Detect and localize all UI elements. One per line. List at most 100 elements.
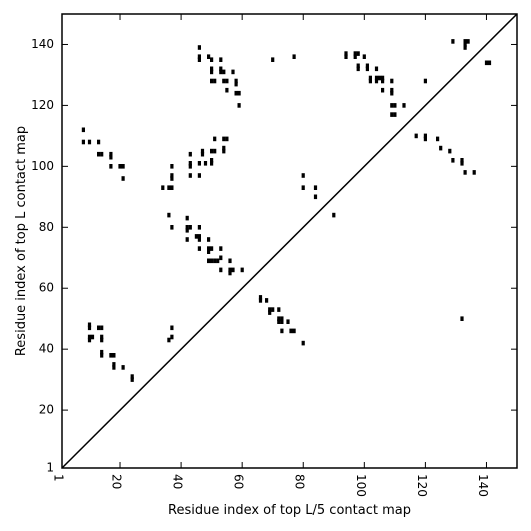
- contact-point: [222, 78, 226, 84]
- contact-point: [87, 337, 92, 343]
- contact-point: [414, 133, 418, 139]
- contact-point: [207, 246, 211, 251]
- contact-point: [81, 127, 85, 133]
- contact-point: [203, 161, 208, 166]
- contact-point: [100, 151, 104, 157]
- contact-point: [280, 328, 284, 334]
- contact-point: [237, 90, 241, 96]
- contact-point: [210, 69, 214, 75]
- contact-point: [121, 164, 125, 169]
- contact-point: [292, 328, 296, 334]
- contact-point: [216, 258, 220, 264]
- contact-point: [231, 267, 235, 273]
- contact-point: [100, 325, 104, 331]
- contact-point: [423, 133, 427, 139]
- x-tick-label: 80: [293, 474, 307, 489]
- contact-point: [170, 225, 174, 230]
- contact-point: [240, 267, 244, 273]
- contact-point: [197, 173, 201, 178]
- contact-point: [188, 173, 192, 178]
- contact-point: [439, 145, 443, 151]
- contact-point: [268, 307, 272, 312]
- y-tick-label: 80: [39, 220, 54, 234]
- contact-point: [100, 353, 104, 358]
- contact-point: [197, 161, 201, 166]
- contact-point: [222, 145, 226, 151]
- contact-point: [286, 319, 290, 324]
- contact-point: [161, 185, 165, 190]
- contact-point: [353, 54, 357, 59]
- contact-point: [197, 225, 201, 230]
- y-axis-label: Residue index of top L contact map: [14, 126, 29, 356]
- contact-point: [109, 154, 113, 160]
- contact-point: [210, 158, 214, 163]
- contact-point: [258, 295, 263, 300]
- contact-point: [90, 334, 95, 340]
- contact-point: [356, 66, 360, 72]
- contact-point: [378, 75, 382, 81]
- contact-point: [234, 78, 238, 84]
- contact-point: [292, 54, 296, 59]
- contact-point: [225, 87, 229, 93]
- contact-point: [87, 322, 92, 328]
- contact-point: [222, 69, 226, 75]
- contact-point: [280, 316, 284, 321]
- contact-point: [280, 319, 284, 324]
- contact-point: [207, 54, 211, 59]
- contact-point: [390, 90, 394, 96]
- diagonal-line: [61, 13, 518, 469]
- contact-point: [225, 78, 229, 84]
- contact-point: [381, 87, 385, 93]
- contact-point: [167, 185, 171, 190]
- contact-point: [112, 365, 116, 370]
- contact-point: [356, 51, 360, 56]
- contact-point: [97, 139, 101, 145]
- contact-point: [487, 60, 492, 66]
- plot-frame: [61, 13, 518, 469]
- contact-point: [87, 334, 92, 340]
- contact-point: [87, 325, 92, 331]
- contact-point: [210, 57, 214, 62]
- contact-point: [188, 161, 192, 166]
- contact-point: [393, 112, 397, 117]
- contact-point: [460, 158, 464, 163]
- contact-point: [100, 349, 104, 355]
- contact-point: [390, 103, 394, 108]
- contact-point: [463, 170, 467, 175]
- contact-point: [423, 136, 427, 142]
- contact-point: [222, 136, 226, 142]
- contact-point: [200, 151, 205, 157]
- contact-point: [197, 54, 201, 59]
- plot-area: [61, 13, 518, 469]
- contact-point: [390, 78, 394, 84]
- contact-point: [390, 87, 394, 93]
- y-tick-label: 60: [39, 281, 54, 295]
- contact-point: [277, 307, 281, 312]
- contact-point: [219, 255, 223, 261]
- contact-point: [368, 75, 372, 81]
- contact-point: [402, 103, 406, 108]
- contact-point: [170, 173, 174, 178]
- contact-point: [207, 249, 211, 254]
- contact-point: [118, 164, 122, 169]
- contact-point: [194, 234, 198, 239]
- contact-point: [463, 45, 467, 50]
- x-tick-label: 120: [415, 474, 429, 497]
- contact-point: [374, 66, 379, 72]
- contact-point: [448, 148, 452, 154]
- contact-point: [81, 139, 85, 145]
- contact-point: [258, 298, 263, 303]
- contact-point: [219, 267, 223, 273]
- contact-point: [228, 258, 232, 264]
- contact-point: [225, 136, 229, 142]
- contact-point: [210, 148, 214, 154]
- y-tick-label: 100: [31, 159, 54, 173]
- contact-point: [451, 158, 455, 163]
- contact-point: [97, 325, 101, 331]
- contact-point: [277, 316, 281, 321]
- contact-point: [365, 66, 369, 72]
- contact-point: [344, 54, 348, 59]
- contact-point: [436, 136, 440, 142]
- contact-point: [97, 151, 101, 157]
- contact-point: [381, 75, 385, 81]
